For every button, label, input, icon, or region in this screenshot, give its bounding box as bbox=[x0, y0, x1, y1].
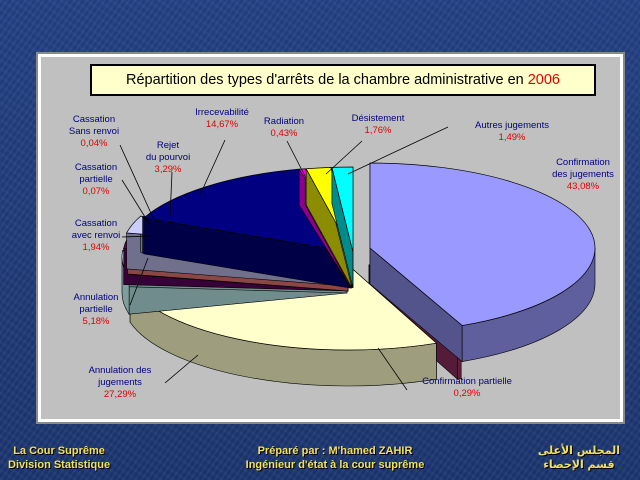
footer-right: المجلس الأعلى قسم الإحصاء bbox=[538, 444, 620, 472]
slice-label-line: Cassation bbox=[73, 114, 115, 125]
slice-label-2: Confirmation partielle 0,29% bbox=[422, 376, 512, 399]
slice-value-label-1: 43,08% bbox=[567, 181, 600, 192]
pie-slice-1 bbox=[369, 162, 596, 363]
leader-line-8 bbox=[119, 144, 156, 223]
slice-value-label-5: 1,94% bbox=[83, 242, 110, 253]
slice-label-6: Cassation partielle 0,07% bbox=[75, 162, 117, 197]
slice-label-4: Annulation partielle 5,18% bbox=[74, 292, 119, 327]
footer-right-line-2: قسم الإحصاء bbox=[543, 458, 615, 471]
footer-left-line-2: Division Statistique bbox=[8, 459, 111, 471]
slice-label-3: Annulation des jugements 27,29% bbox=[89, 365, 152, 400]
slice-label-line: Désistement bbox=[352, 113, 405, 124]
slice-label-line: Cassation bbox=[75, 162, 117, 173]
slice-value-label-10: 0,43% bbox=[271, 128, 298, 139]
pie-slice-top-1 bbox=[369, 162, 596, 326]
footer-left: La Cour Suprême Division Statistique bbox=[8, 444, 110, 472]
leader-line-9 bbox=[199, 139, 226, 196]
leader-line-10 bbox=[286, 140, 307, 179]
slice-label-9: Irrecevabilité 14,67% bbox=[195, 107, 249, 130]
slice-label-line: Radiation bbox=[264, 116, 304, 127]
leader-line-4 bbox=[129, 257, 149, 306]
slice-label-line: partielle bbox=[79, 174, 112, 185]
slice-label-line: Autres jugements bbox=[475, 120, 549, 131]
leader-line-2 bbox=[377, 347, 408, 391]
slice-label-line: partielle bbox=[79, 304, 112, 315]
slice-label-line: avec renvoi bbox=[72, 230, 121, 241]
slice-label-1: Confirmation des jugements 43,08% bbox=[552, 157, 614, 192]
slice-label-line: des jugements bbox=[552, 169, 614, 180]
slice-label-line: Sans renvoi bbox=[69, 126, 119, 137]
slice-value-label-9: 14,67% bbox=[206, 119, 239, 130]
slice-value-label-6: 0,07% bbox=[83, 186, 110, 197]
leader-line-12 bbox=[347, 126, 449, 175]
slice-label-5: Cassation avec renvoi 1,94% bbox=[72, 218, 121, 253]
slice-label-line: Rejet bbox=[157, 140, 180, 151]
leader-line-3 bbox=[164, 354, 199, 384]
slice-label-12: Autres jugements 1,49% bbox=[475, 120, 549, 143]
slice-label-line: Cassation bbox=[75, 218, 117, 229]
slice-label-10: Radiation 0,43% bbox=[264, 116, 304, 139]
chart-title: Répartition des types d'arrêts de la cha… bbox=[126, 72, 524, 88]
footer-left-line-1: La Cour Suprême bbox=[13, 445, 105, 457]
slice-label-line: Irrecevabilité bbox=[195, 107, 249, 118]
chart-title-year: 2006 bbox=[527, 72, 560, 88]
slice-label-line: jugements bbox=[97, 377, 142, 388]
slice-label-line: du pourvoi bbox=[146, 152, 190, 163]
slice-value-label-11: 1,76% bbox=[365, 125, 392, 136]
slice-label-line: Annulation des bbox=[89, 365, 152, 376]
footer-right-line-1: المجلس الأعلى bbox=[537, 444, 620, 457]
leader-line-11 bbox=[325, 140, 363, 175]
pie-slice-top-9 bbox=[143, 168, 351, 253]
footer-center: Préparé par : M'hamed ZAHIR Ingénieur d'… bbox=[200, 444, 470, 472]
slice-value-label-8: 0,04% bbox=[81, 138, 108, 149]
chart-title-box: Répartition des types d'arrêts de la cha… bbox=[90, 64, 596, 96]
slice-label-line: Confirmation bbox=[556, 157, 610, 168]
slice-label-7: Rejet du pourvoi 3,29% bbox=[146, 140, 190, 175]
slice-label-11: Désistement 1,76% bbox=[352, 113, 405, 136]
leader-line-6 bbox=[121, 179, 151, 226]
slice-value-label-12: 1,49% bbox=[499, 132, 526, 143]
slice-value-label-3: 27,29% bbox=[104, 389, 137, 400]
pie-slice-12 bbox=[331, 166, 354, 289]
footer-center-line-1: Préparé par : M'hamed ZAHIR bbox=[257, 445, 413, 457]
footer-center-line-2: Ingénieur d'état à la cour suprême bbox=[245, 459, 425, 471]
slice-label-line: Confirmation partielle bbox=[422, 376, 512, 387]
leader-line-7 bbox=[169, 171, 173, 219]
slice-value-label-4: 5,18% bbox=[83, 316, 110, 327]
pie-slice-top-12 bbox=[331, 166, 354, 253]
slice-value-label-7: 3,29% bbox=[155, 164, 182, 175]
slice-label-8: Cassation Sans renvoi 0,04% bbox=[69, 114, 119, 149]
slice-value-label-2: 0,29% bbox=[454, 388, 481, 399]
slice-label-line: Annulation bbox=[74, 292, 119, 303]
leader-line-5 bbox=[121, 235, 153, 238]
